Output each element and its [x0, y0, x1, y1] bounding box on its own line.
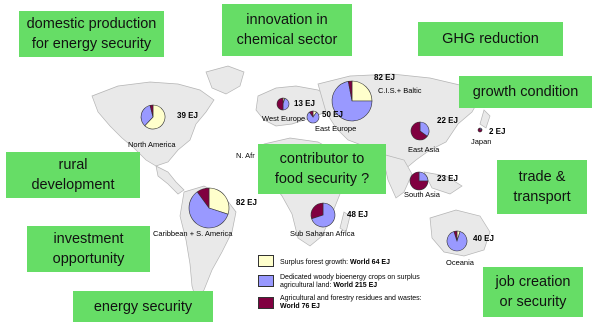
pie-slice-sub-saharan-2 [310, 202, 324, 220]
legend-forest: Surplus forest growth: World 64 EJ [280, 259, 390, 266]
box-rural-development: rural development [6, 152, 140, 198]
box-energy-security: energy security [73, 291, 213, 322]
north-america-value: 39 EJ [177, 111, 198, 120]
east-asia-label: East Asia [408, 145, 440, 154]
se-asia-land [423, 171, 463, 195]
greenland-land [205, 65, 245, 95]
central-america-land [155, 165, 185, 195]
pie-slice-east-asia-2 [410, 121, 428, 141]
legend-swatch-forest [258, 255, 274, 267]
legend-swatch-crops [258, 275, 274, 287]
pie-slice-east-europe-2 [309, 110, 314, 118]
legend-residues: Agricultural and forestry residues and w… [280, 295, 422, 310]
sub-saharan-value: 48 EJ [347, 210, 368, 219]
box-innovation-chemical: innovation in chemical sector [222, 4, 352, 56]
pie-slice-south-asia-2 [409, 171, 429, 191]
east-asia-value: 22 EJ [437, 116, 458, 125]
box-ghg-reduction: GHG reduction [418, 22, 563, 56]
legend-crops: Dedicated woody bioenergy crops on surpl… [280, 274, 420, 289]
legend-swatch-residues [258, 297, 274, 309]
oceania-label: Oceania [446, 258, 474, 267]
pie-slice-north-america-0 [144, 104, 166, 130]
pie-slice-north-america-1 [140, 105, 154, 127]
pie-charts [140, 80, 483, 252]
box-trade-transport: trade & transport [497, 160, 587, 214]
pie-slice-cis-baltic-1 [331, 81, 373, 122]
box-job-creation: job creation or security [483, 267, 583, 317]
caribbean-label: Caribbean + S. America [153, 229, 233, 238]
pie-slice-oceania-2 [453, 230, 458, 242]
oceania-value: 40 EJ [473, 234, 494, 243]
box-investment-opportunity: investment opportunity [27, 226, 150, 272]
pie-slice-west-europe-1 [282, 97, 290, 111]
cis-baltic-label: C.I.S.+ Baltic [378, 86, 422, 95]
japan-land [479, 109, 491, 129]
sub-saharan-label: Sub Saharan Africa [290, 229, 355, 238]
box-growth-condition: growth condition [459, 76, 592, 108]
india-land [381, 153, 413, 199]
pie-slice-caribbean-1 [188, 191, 229, 229]
pie-slice-cis-baltic-2 [347, 80, 353, 102]
north-america-label: North America [128, 140, 176, 149]
pie-slice-east-europe-1 [306, 111, 320, 124]
south-asia-value: 23 EJ [437, 174, 458, 183]
pie-slice-oceania-1 [446, 231, 468, 252]
caribbean-value: 82 EJ [236, 198, 257, 207]
cis-baltic-value: 82 EJ [374, 73, 395, 82]
east-europe-label: East Europe [315, 124, 357, 133]
south-asia-label: South Asia [404, 190, 440, 199]
madagascar-land [339, 211, 351, 233]
japan-label: Japan [471, 137, 492, 146]
east-europe-value: 50 EJ [322, 110, 343, 119]
pie-slice-cis-baltic-0 [351, 80, 373, 102]
pie-slice-west-europe-2 [276, 97, 284, 111]
japan-value: 2 EJ [489, 127, 506, 136]
west-europe-label: West Europe [262, 114, 306, 123]
pie-slice-japan-2 [477, 127, 483, 133]
box-contributor-food-security: contributor to food security ? [258, 144, 386, 194]
pie-slice-north-america-2 [149, 104, 154, 118]
n-africa-label: N. Afr [236, 151, 255, 160]
west-europe-value: 13 EJ [294, 99, 315, 108]
box-domestic-production: domestic production for energy security [19, 11, 164, 57]
pie-slice-caribbean-0 [208, 187, 230, 215]
pie-slice-caribbean-2 [196, 187, 210, 209]
